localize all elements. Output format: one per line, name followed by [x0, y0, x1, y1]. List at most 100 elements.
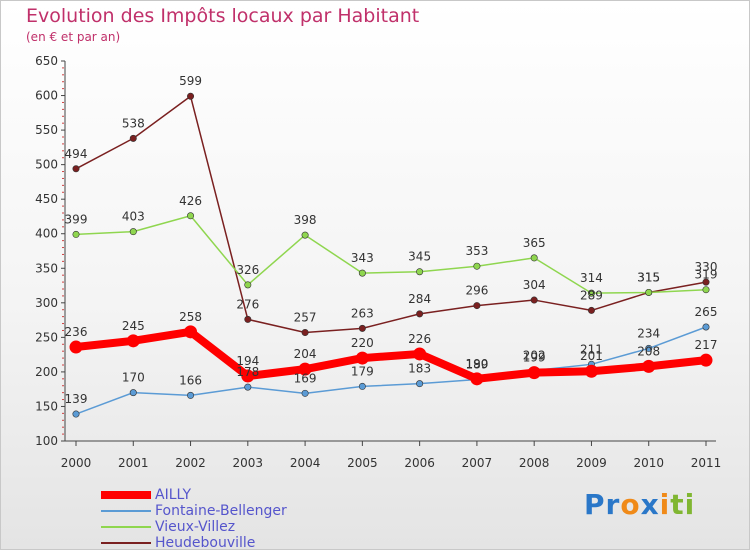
data-point-ailly [470, 372, 484, 386]
data-label-heudebouville: 315 [637, 270, 660, 284]
data-label-vieux-villez: 314 [580, 271, 603, 285]
data-point-vieux-villez [645, 288, 653, 296]
data-point-heudebouville [72, 165, 80, 173]
data-point-ailly [355, 351, 369, 365]
logo-part-o: o [620, 488, 641, 521]
data-point-vieux-villez [530, 254, 538, 262]
data-point-ailly [241, 369, 255, 383]
x-tick-label: 2001 [118, 456, 149, 470]
x-tick-label: 2008 [519, 456, 550, 470]
data-label-fontaine-bellenger: 139 [65, 392, 88, 406]
legend: AILLY Fontaine-Bellenger Vieux-Villez He… [101, 487, 287, 551]
chart-subtitle: (en € et par an) [26, 30, 121, 44]
data-point-ailly [642, 359, 656, 373]
y-tick-label: 300 [35, 296, 58, 310]
data-label-heudebouville: 284 [408, 292, 431, 306]
data-point-fontaine-bellenger [244, 383, 252, 391]
data-label-ailly: 204 [294, 347, 317, 361]
y-tick-label: 400 [35, 227, 58, 241]
data-point-fontaine-bellenger [416, 380, 424, 388]
y-tick-label: 600 [35, 89, 58, 103]
data-point-heudebouville [358, 324, 366, 332]
y-tick-label: 250 [35, 330, 58, 344]
y-tick-label: 650 [35, 54, 58, 68]
data-label-heudebouville: 599 [179, 74, 202, 88]
chart-title: Evolution des Impôts locaux par Habitant [26, 5, 420, 27]
data-label-heudebouville: 330 [695, 260, 718, 274]
data-point-vieux-villez [416, 268, 424, 276]
legend-item-fontaine-bellenger: Fontaine-Bellenger [101, 503, 287, 519]
logo-part-pr: Pr [584, 488, 621, 521]
series-line-fontaine-bellenger [75, 326, 707, 415]
data-label-ailly: 194 [236, 354, 259, 368]
data-label-fontaine-bellenger: 265 [695, 305, 718, 319]
data-label-ailly: 226 [408, 332, 431, 346]
data-point-heudebouville [473, 302, 481, 310]
y-tick-label: 350 [35, 261, 58, 275]
data-label-heudebouville: 538 [122, 116, 145, 130]
x-tick-label: 2002 [175, 456, 206, 470]
data-label-ailly: 245 [122, 319, 145, 333]
x-tick-label: 2010 [633, 456, 664, 470]
data-point-ailly [184, 325, 198, 339]
data-label-fontaine-bellenger: 202 [523, 349, 546, 363]
data-point-heudebouville [530, 296, 538, 304]
x-tick-label: 2011 [691, 456, 722, 470]
data-label-vieux-villez: 365 [523, 236, 546, 250]
x-tick-label: 2007 [462, 456, 493, 470]
data-point-heudebouville [416, 310, 424, 318]
data-point-ailly [584, 364, 598, 378]
data-label-ailly: 220 [351, 336, 374, 350]
legend-item-heudebouville: Heudebouville [101, 535, 287, 551]
data-point-ailly [69, 340, 83, 354]
data-label-heudebouville: 263 [351, 306, 374, 320]
data-label-vieux-villez: 399 [65, 212, 88, 226]
data-label-fontaine-bellenger: 234 [637, 326, 660, 340]
logo-part-i: i [659, 488, 671, 521]
data-label-vieux-villez: 326 [236, 263, 259, 277]
series-line-heudebouville [75, 95, 707, 334]
y-tick-label: 100 [35, 434, 58, 448]
data-label-ailly: 217 [695, 338, 718, 352]
data-point-heudebouville [702, 278, 710, 286]
data-label-ailly: 201 [580, 349, 603, 363]
data-point-fontaine-bellenger [72, 410, 80, 418]
data-label-ailly: 236 [65, 325, 88, 339]
y-tick-label: 500 [35, 158, 58, 172]
y-tick-label: 200 [35, 365, 58, 379]
data-point-fontaine-bellenger [129, 389, 137, 397]
legend-label-vieux-villez: Vieux-Villez [155, 519, 236, 535]
data-point-vieux-villez [187, 212, 195, 220]
data-point-ailly [527, 366, 541, 380]
data-label-heudebouville: 257 [294, 311, 317, 325]
data-point-fontaine-bellenger [301, 389, 309, 397]
x-tick-label: 2006 [404, 456, 435, 470]
data-label-ailly: 258 [179, 310, 202, 324]
legend-label-ailly: AILLY [155, 487, 191, 503]
data-label-vieux-villez: 426 [179, 194, 202, 208]
data-point-vieux-villez [301, 231, 309, 239]
data-label-fontaine-bellenger: 169 [294, 371, 317, 385]
data-label-heudebouville: 276 [236, 297, 259, 311]
legend-swatch-heudebouville [101, 542, 151, 544]
series-line-ailly [75, 327, 707, 383]
data-point-heudebouville [129, 134, 137, 142]
data-point-vieux-villez [473, 262, 481, 270]
data-label-vieux-villez: 315 [637, 270, 660, 284]
y-tick-label: 550 [35, 123, 58, 137]
data-point-ailly [699, 353, 713, 367]
data-label-heudebouville: 494 [65, 147, 88, 161]
data-point-heudebouville [244, 315, 252, 323]
legend-item-vieux-villez: Vieux-Villez [101, 519, 287, 535]
logo-part-ti: ti [670, 488, 696, 521]
data-point-heudebouville [301, 329, 309, 337]
data-point-vieux-villez [587, 289, 595, 297]
data-point-fontaine-bellenger [702, 323, 710, 331]
proxiti-logo: Proxiti [584, 488, 695, 521]
data-label-vieux-villez: 398 [294, 213, 317, 227]
legend-swatch-fontaine-bellenger [101, 510, 151, 512]
y-tick-label: 150 [35, 399, 58, 413]
data-point-ailly [413, 347, 427, 361]
